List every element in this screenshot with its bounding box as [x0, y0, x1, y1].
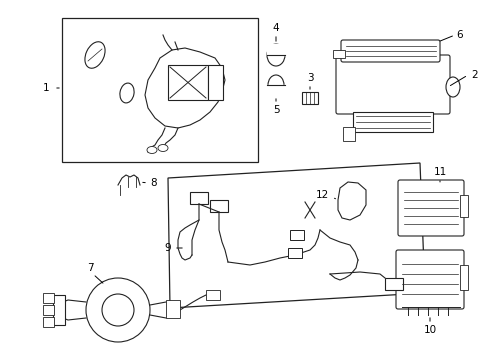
Bar [165, 300, 180, 318]
Text: 11: 11 [432, 167, 446, 177]
Bar [332, 50, 345, 58]
Bar [459, 195, 467, 217]
Bar [205, 290, 220, 300]
Text: 3: 3 [306, 73, 313, 83]
Bar [43, 317, 54, 327]
Text: 1: 1 [42, 83, 49, 93]
Bar [43, 293, 54, 303]
Text: 12: 12 [315, 190, 328, 200]
Text: 9: 9 [164, 243, 171, 253]
Text: 7: 7 [86, 263, 93, 273]
Ellipse shape [147, 147, 157, 153]
Text: 5: 5 [272, 105, 279, 115]
Bar [342, 127, 354, 141]
Ellipse shape [445, 77, 459, 97]
Bar [62, 18, 258, 162]
Ellipse shape [120, 83, 134, 103]
Circle shape [102, 294, 134, 326]
FancyBboxPatch shape [335, 55, 449, 114]
Bar [384, 278, 402, 290]
Text: 6: 6 [456, 30, 462, 40]
Bar [43, 305, 54, 315]
Circle shape [86, 278, 150, 342]
FancyBboxPatch shape [395, 250, 463, 309]
Ellipse shape [266, 44, 285, 66]
Text: 10: 10 [423, 325, 436, 335]
Bar [168, 65, 207, 100]
Bar [287, 248, 302, 258]
Ellipse shape [85, 42, 105, 68]
FancyBboxPatch shape [340, 40, 439, 62]
Bar [289, 230, 304, 240]
Text: 4: 4 [272, 23, 279, 33]
Bar [209, 200, 227, 212]
Bar [352, 112, 432, 132]
Bar [302, 92, 317, 104]
Polygon shape [145, 48, 224, 128]
Bar [207, 65, 223, 100]
Bar [53, 295, 65, 325]
Bar [459, 265, 467, 290]
Text: 8: 8 [150, 178, 157, 188]
Ellipse shape [158, 144, 168, 152]
Polygon shape [168, 163, 424, 308]
FancyBboxPatch shape [397, 180, 463, 236]
Text: 2: 2 [471, 70, 477, 80]
Ellipse shape [267, 75, 284, 95]
Bar [190, 192, 207, 204]
Polygon shape [337, 182, 365, 220]
